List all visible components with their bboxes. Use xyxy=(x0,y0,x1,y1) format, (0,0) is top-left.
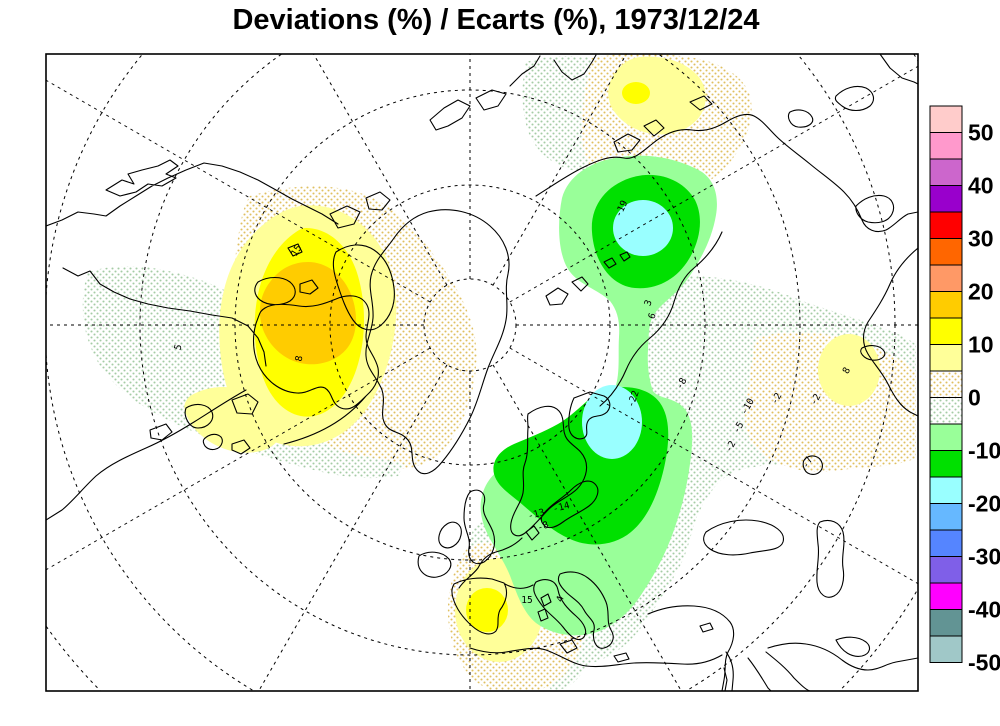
contour-value-label: 8 xyxy=(841,365,854,376)
legend-tick-label: -40 xyxy=(968,597,1000,623)
contour-value-label: -2 xyxy=(808,392,823,407)
legend-swatch xyxy=(929,397,963,425)
legend-swatch xyxy=(929,132,963,160)
legend-swatch xyxy=(929,105,963,133)
legend-tick-label: -10 xyxy=(968,438,1000,464)
legend-swatch xyxy=(929,582,963,610)
contour-value-label: 6 xyxy=(647,311,659,320)
region-europe-m20tom15 xyxy=(582,385,642,459)
legend-tick-label: 30 xyxy=(968,226,994,252)
anomaly-regions xyxy=(82,54,916,691)
region-canada-15to20 xyxy=(259,262,356,365)
region-centralasia-5to10 xyxy=(818,334,880,406)
region-siberia-m20tom15 xyxy=(613,200,673,256)
region-iberia-10to15 xyxy=(466,588,508,632)
legend-tick-label: 40 xyxy=(968,173,994,199)
map-frame xyxy=(45,53,919,692)
legend-swatch xyxy=(929,211,963,239)
legend-tick-label: -30 xyxy=(968,544,1000,570)
coastline-europe xyxy=(438,391,714,663)
contour-value-label: 5 xyxy=(173,343,185,351)
legend-swatch xyxy=(929,556,963,584)
legend-tick-label: 0 xyxy=(968,385,981,411)
contour-value-label: -13 xyxy=(527,507,546,522)
coastlines xyxy=(46,54,918,691)
legend-swatch xyxy=(929,370,963,398)
legend-swatch xyxy=(929,185,963,213)
contour-value-label: 15 xyxy=(289,243,304,258)
legend-tick-label: 50 xyxy=(968,120,994,146)
region-top-5to10 xyxy=(608,56,706,135)
contour-value-label: -8 xyxy=(674,376,689,392)
legend-tick-label: 10 xyxy=(968,332,994,358)
legend-tick-label: -50 xyxy=(968,650,1000,676)
contour-value-label: -2 xyxy=(769,391,784,406)
coastline-asia xyxy=(429,54,918,691)
legend-swatch xyxy=(929,264,963,292)
legend-swatch xyxy=(929,476,963,504)
latitude-circle xyxy=(139,54,801,656)
legend-swatch xyxy=(929,158,963,186)
contour-value-label: -8 xyxy=(536,519,551,533)
color-legend: 50 40 30 20 10 0 -10 -20 -30 -40 -50 xyxy=(929,105,1000,676)
coastline-greenland-arctic-islands xyxy=(365,209,631,578)
contour-value-label: 3 xyxy=(643,299,655,308)
contour-value-label: 15 xyxy=(521,595,532,606)
contour-value-label: -5 xyxy=(731,420,746,435)
legend-swatch xyxy=(929,423,963,451)
legend-swatch xyxy=(929,317,963,345)
legend-tick-label: 20 xyxy=(968,279,994,305)
coastline-north-america xyxy=(46,159,395,521)
contour-value-label: 8 xyxy=(294,355,306,363)
contour-value-label: -7 xyxy=(800,455,815,470)
legend-swatch xyxy=(929,529,963,557)
legend-tick-label: -20 xyxy=(968,491,1000,517)
legend-swatch xyxy=(929,344,963,372)
legend-swatch xyxy=(929,609,963,637)
contour-value-label: -14 xyxy=(552,500,572,515)
legend-swatch xyxy=(929,635,963,663)
legend-swatch xyxy=(929,291,963,319)
contour-value-label: 4 xyxy=(555,594,567,603)
contour-value-label: -2 xyxy=(723,439,738,454)
legend-swatch xyxy=(929,503,963,531)
figure-title: Deviations (%) / Ecarts (%), 1973/12/24 xyxy=(232,4,760,36)
legend-swatch xyxy=(929,238,963,266)
region-top-10to15 xyxy=(622,82,650,104)
legend-swatch xyxy=(929,450,963,478)
coastline-africa-mideast xyxy=(469,636,918,691)
